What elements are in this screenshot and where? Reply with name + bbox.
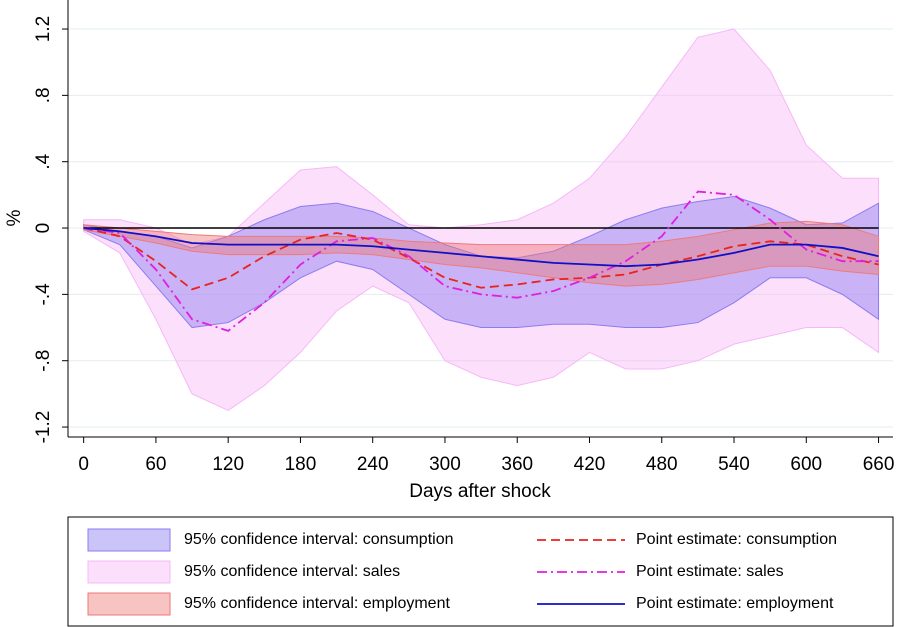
confidence-band xyxy=(83,28,880,412)
x-tick-label: 300 xyxy=(429,454,461,475)
x-tick-label: 480 xyxy=(646,454,678,475)
y-tick-label: -1.2 xyxy=(33,411,54,444)
legend-swatch xyxy=(87,560,171,584)
confidence-band xyxy=(83,220,880,287)
x-tick-label: 120 xyxy=(212,454,244,475)
series-line xyxy=(83,190,879,332)
legend-box xyxy=(67,516,894,627)
x-tick-label: 60 xyxy=(145,454,166,475)
x-axis-label: Days after shock xyxy=(409,481,551,502)
confidence-band xyxy=(83,196,880,329)
legend-swatch xyxy=(87,592,171,616)
legend-label: 95% confidence interval: consumption xyxy=(184,531,454,548)
x-tick-label: 0 xyxy=(78,454,89,475)
y-tick-label: 1.2 xyxy=(33,16,54,42)
x-tick-label: 240 xyxy=(357,454,389,475)
legend-label: Point estimate: sales xyxy=(636,563,784,580)
legend-label: Point estimate: consumption xyxy=(636,531,837,548)
x-tick-label: 360 xyxy=(501,454,533,475)
y-axis-label: % xyxy=(4,209,25,226)
y-tick-label: .8 xyxy=(33,87,54,103)
legend: 95% confidence interval: consumption 95% … xyxy=(87,528,837,616)
legend-label: 95% confidence interval: employment xyxy=(184,595,450,612)
x-tick-label: 660 xyxy=(863,454,895,475)
y-tick-label: .4 xyxy=(33,153,54,169)
x-tick-label: 600 xyxy=(790,454,822,475)
series-line xyxy=(83,227,879,291)
legend-label: 95% confidence interval: sales xyxy=(184,563,400,580)
x-tick-label: 180 xyxy=(285,454,317,475)
legend-swatch xyxy=(87,528,171,552)
series-line xyxy=(83,227,879,268)
y-tick-label: -.8 xyxy=(33,350,54,372)
y-tick-label: 0 xyxy=(33,223,54,234)
x-tick-label: 540 xyxy=(718,454,750,475)
x-tick-label: 420 xyxy=(574,454,606,475)
legend-label: Point estimate: employment xyxy=(636,595,834,612)
y-tick-label: -.4 xyxy=(33,283,54,306)
